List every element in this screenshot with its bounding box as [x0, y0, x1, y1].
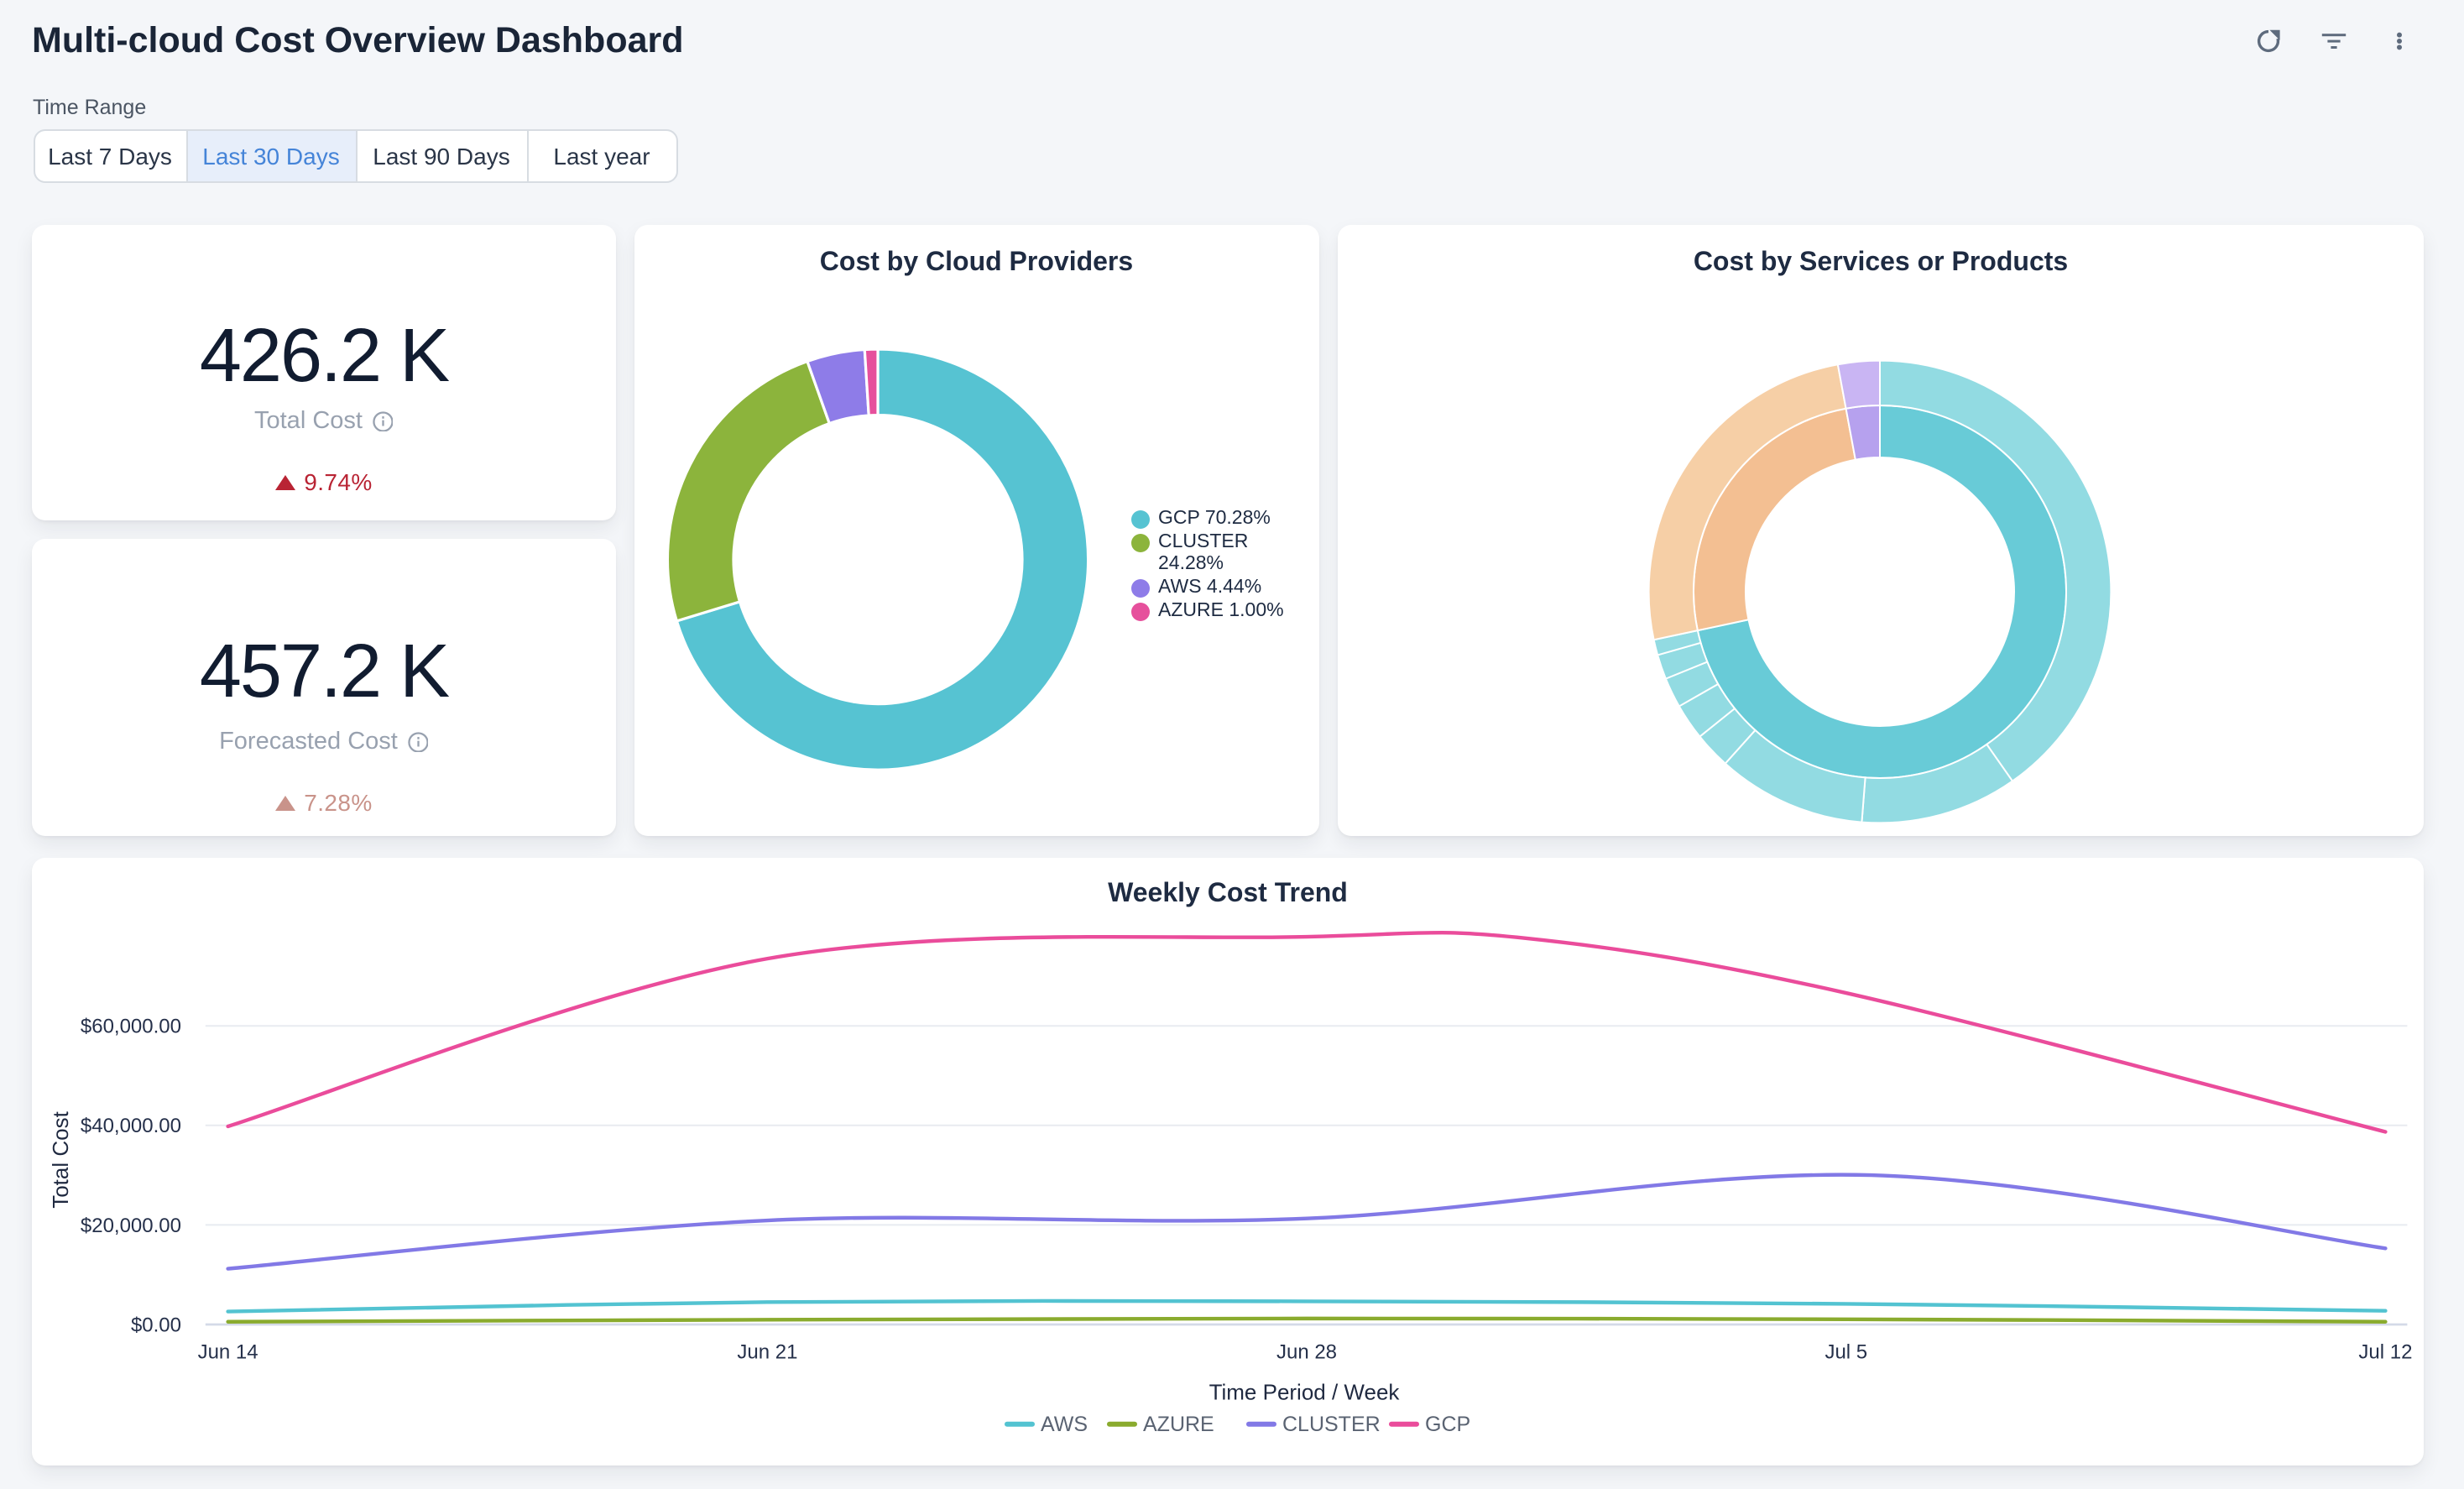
svg-text:Jun 14: Jun 14 [198, 1340, 258, 1363]
svg-text:Total Cost: Total Cost [48, 1110, 73, 1207]
svg-text:$20,000.00: $20,000.00 [81, 1214, 181, 1236]
svg-text:$40,000.00: $40,000.00 [81, 1114, 181, 1136]
svg-text:Time Period / Week: Time Period / Week [1209, 1379, 1401, 1404]
svg-text:Jun 28: Jun 28 [1276, 1340, 1337, 1363]
svg-text:$60,000.00: $60,000.00 [81, 1015, 181, 1037]
svg-text:AWS: AWS [1041, 1412, 1088, 1435]
svg-text:GCP: GCP [1425, 1412, 1470, 1435]
svg-text:CLUSTER: CLUSTER [1282, 1412, 1381, 1435]
svg-text:AZURE: AZURE [1143, 1412, 1214, 1435]
svg-text:Jun 21: Jun 21 [737, 1340, 797, 1363]
svg-text:Jul 5: Jul 5 [1825, 1340, 1867, 1363]
svg-text:$0.00: $0.00 [131, 1313, 181, 1335]
svg-text:Jul 12: Jul 12 [2358, 1340, 2412, 1363]
